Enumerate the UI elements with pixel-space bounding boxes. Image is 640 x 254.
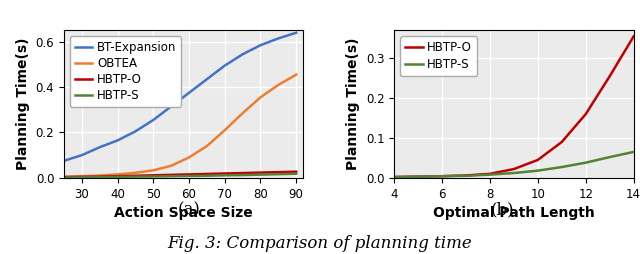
HBTP-S	[150, 175, 157, 178]
HBTP-O	[257, 171, 264, 174]
HBTP-S	[114, 175, 122, 178]
HBTP-O	[438, 175, 446, 178]
HBTP-S	[438, 175, 446, 178]
HBTP-S	[534, 169, 541, 172]
BT-Expansion	[96, 146, 104, 149]
HBTP-O	[582, 113, 589, 116]
Y-axis label: Planning Time(s): Planning Time(s)	[16, 38, 30, 170]
HBTP-O	[606, 75, 614, 78]
HBTP-S	[221, 174, 228, 177]
HBTP-S	[167, 175, 175, 178]
BT-Expansion	[132, 130, 140, 133]
Line: HBTP-S: HBTP-S	[64, 174, 296, 178]
OBTEA	[114, 173, 122, 176]
OBTEA	[96, 174, 104, 177]
HBTP-O	[132, 174, 140, 177]
HBTP-S	[462, 174, 470, 177]
HBTP-O	[486, 172, 494, 175]
OBTEA	[257, 96, 264, 99]
HBTP-S	[185, 174, 193, 178]
HBTP-O	[390, 176, 398, 179]
OBTEA	[185, 156, 193, 159]
OBTEA	[239, 112, 246, 115]
HBTP-S	[606, 155, 614, 158]
HBTP-S	[132, 175, 140, 178]
OBTEA	[292, 73, 300, 76]
BT-Expansion	[275, 37, 282, 40]
HBTP-O	[558, 140, 566, 144]
Legend: BT-Expansion, OBTEA, HBTP-O, HBTP-S: BT-Expansion, OBTEA, HBTP-O, HBTP-S	[70, 36, 181, 107]
Text: Fig. 3: Comparison of planning time: Fig. 3: Comparison of planning time	[168, 235, 472, 252]
Line: HBTP-O: HBTP-O	[394, 37, 634, 177]
BT-Expansion	[78, 154, 86, 157]
HBTP-O	[78, 175, 86, 178]
OBTEA	[150, 169, 157, 172]
HBTP-S	[239, 173, 246, 177]
BT-Expansion	[239, 53, 246, 56]
HBTP-S	[510, 171, 518, 174]
HBTP-O	[96, 175, 104, 178]
HBTP-S	[96, 176, 104, 179]
BT-Expansion	[185, 91, 193, 94]
Line: HBTP-O: HBTP-O	[64, 172, 296, 177]
Line: HBTP-S: HBTP-S	[394, 152, 634, 177]
Text: (b): (b)	[491, 201, 514, 218]
Y-axis label: Planning Time(s): Planning Time(s)	[346, 38, 360, 170]
HBTP-S	[292, 172, 300, 175]
HBTP-O	[167, 173, 175, 176]
X-axis label: Optimal Path Length: Optimal Path Length	[433, 206, 595, 220]
HBTP-S	[486, 173, 494, 176]
X-axis label: Action Space Size: Action Space Size	[115, 206, 253, 220]
HBTP-O	[292, 170, 300, 173]
HBTP-O	[60, 176, 68, 179]
HBTP-O	[462, 174, 470, 177]
HBTP-S	[630, 150, 637, 153]
BT-Expansion	[203, 78, 211, 81]
HBTP-S	[414, 175, 422, 178]
BT-Expansion	[221, 64, 228, 67]
HBTP-O	[221, 172, 228, 175]
Legend: HBTP-O, HBTP-S: HBTP-O, HBTP-S	[400, 36, 477, 76]
HBTP-O	[203, 172, 211, 176]
HBTP-O	[239, 171, 246, 174]
BT-Expansion	[292, 31, 300, 34]
HBTP-S	[558, 166, 566, 169]
HBTP-O	[185, 173, 193, 176]
BT-Expansion	[60, 159, 68, 162]
Line: OBTEA: OBTEA	[64, 75, 296, 177]
BT-Expansion	[167, 105, 175, 108]
HBTP-O	[510, 168, 518, 171]
OBTEA	[221, 129, 228, 132]
OBTEA	[167, 164, 175, 167]
HBTP-O	[630, 35, 637, 38]
OBTEA	[203, 145, 211, 148]
HBTP-O	[275, 171, 282, 174]
Line: BT-Expansion: BT-Expansion	[64, 33, 296, 161]
HBTP-O	[150, 174, 157, 177]
Text: (a): (a)	[177, 201, 200, 218]
BT-Expansion	[150, 118, 157, 121]
HBTP-S	[78, 176, 86, 179]
HBTP-O	[534, 158, 541, 161]
HBTP-S	[60, 176, 68, 179]
BT-Expansion	[114, 139, 122, 142]
HBTP-S	[582, 161, 589, 164]
OBTEA	[60, 175, 68, 178]
HBTP-S	[257, 173, 264, 176]
HBTP-O	[414, 175, 422, 178]
OBTEA	[132, 171, 140, 174]
HBTP-S	[275, 173, 282, 176]
BT-Expansion	[257, 44, 264, 47]
OBTEA	[275, 83, 282, 86]
HBTP-S	[390, 176, 398, 179]
OBTEA	[78, 175, 86, 178]
HBTP-S	[203, 174, 211, 177]
HBTP-O	[114, 175, 122, 178]
